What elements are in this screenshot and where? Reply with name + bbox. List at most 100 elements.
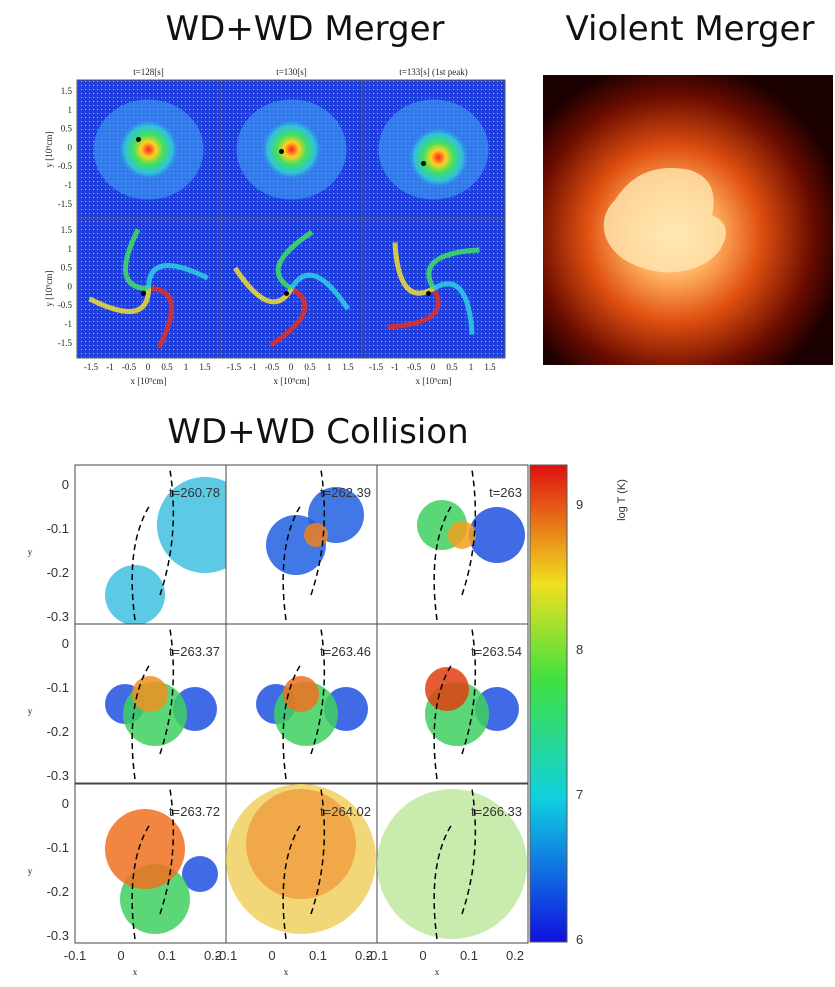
x-tick-label: -0.5 (122, 362, 137, 372)
x-tick-label: 1.5 (484, 362, 496, 372)
y-tick-label: 1.5 (61, 86, 73, 96)
x-axis-label: x (435, 967, 440, 977)
x-tick-label: 1 (469, 362, 474, 372)
panel-label: t=263 (489, 485, 522, 500)
y-tick-label: -1 (65, 319, 73, 329)
merger-title: WD+WD Merger (165, 9, 444, 49)
y-tick-label: 1 (68, 105, 73, 115)
trajectory (131, 663, 151, 780)
colorbar-tick-label: 8 (576, 642, 583, 657)
y-tick-label: -0.2 (47, 884, 69, 899)
y-tick-label: -1 (65, 180, 73, 190)
spiral-arm (426, 247, 480, 290)
panel-label: t=130[s] (276, 67, 307, 77)
spiral-arm (88, 288, 151, 314)
blob (469, 507, 525, 563)
x-axis-label: x (133, 967, 138, 977)
panel-label: t=263.46 (320, 644, 371, 659)
x-tick-label: 0.2 (204, 948, 222, 963)
y-tick-label: -0.5 (58, 161, 73, 171)
star (141, 291, 146, 296)
blob (377, 789, 527, 939)
spiral-arm (387, 287, 441, 330)
x-tick-label: 0 (117, 948, 124, 963)
panel-label: t=262.39 (320, 485, 371, 500)
trajectory (159, 788, 175, 915)
blob (246, 789, 356, 899)
blob (304, 523, 328, 547)
y-tick-label: -0.3 (47, 609, 69, 624)
x-tick-label: -1.5 (84, 362, 99, 372)
x-tick-label: -1.5 (227, 362, 242, 372)
trajectory (461, 628, 477, 755)
x-tick-label: 0.2 (355, 948, 373, 963)
x-tick-label: 0.5 (161, 362, 173, 372)
x-tick-label: 0.5 (446, 362, 458, 372)
y-tick-label: 0.5 (61, 124, 73, 134)
x-tick-label: 0.1 (309, 948, 327, 963)
hot-blob (603, 168, 726, 273)
y-tick-label: -0.3 (47, 928, 69, 943)
spiral-arm (123, 228, 149, 291)
spiral-arm (432, 281, 475, 335)
panel-label: t=263.37 (169, 644, 220, 659)
trajectory (159, 628, 175, 755)
x-tick-label: -0.5 (265, 362, 280, 372)
trajectory (433, 504, 453, 621)
spiral-arm (289, 272, 350, 311)
spiral-arm (146, 263, 209, 289)
y-tick-label: 1.5 (61, 225, 73, 235)
trajectory (433, 823, 453, 940)
x-tick-label: 0.1 (158, 948, 176, 963)
y-axis-label: y (28, 866, 33, 876)
star (279, 149, 284, 154)
x-axis-label: x [10⁹cm] (416, 376, 452, 386)
trajectory (282, 823, 302, 940)
x-tick-label: 0 (419, 948, 426, 963)
colorbar-tick-label: 9 (576, 497, 583, 512)
collision-title: WD+WD Collision (167, 412, 468, 452)
x-tick-label: -0.1 (366, 948, 388, 963)
y-tick-label: 0 (68, 281, 73, 291)
y-tick-label: 0.5 (61, 263, 73, 273)
trajectory (310, 628, 326, 755)
y-tick-label: -1.5 (58, 199, 73, 209)
x-tick-label: -1 (391, 362, 399, 372)
y-tick-label: 0 (62, 477, 69, 492)
x-tick-label: 0 (289, 362, 294, 372)
y-tick-label: -0.1 (47, 680, 69, 695)
y-tick-label: -0.5 (58, 300, 73, 310)
y-tick-label: 1 (68, 244, 73, 254)
blob (448, 521, 476, 549)
x-tick-label: 0.5 (304, 362, 316, 372)
spiral-arm (269, 286, 308, 347)
y-axis-label: y [10⁹cm] (44, 132, 54, 168)
colorbar-tick-label: 6 (576, 932, 583, 947)
core (261, 119, 322, 180)
star (136, 137, 141, 142)
blob (105, 809, 185, 889)
x-axis-label: x (284, 967, 289, 977)
blob (132, 676, 168, 712)
x-axis-label: x [10⁹cm] (274, 376, 310, 386)
trajectory (282, 663, 302, 780)
x-tick-label: -0.5 (407, 362, 422, 372)
panel-label: t=128[s] (133, 67, 164, 77)
panel-label: t=260.78 (169, 485, 220, 500)
colorbar-label: log T (K) (616, 479, 628, 521)
x-tick-label: -1.5 (369, 362, 384, 372)
trajectory (282, 504, 302, 621)
core (118, 119, 179, 180)
blob (283, 676, 319, 712)
x-tick-label: -1 (249, 362, 257, 372)
x-tick-label: 1.5 (199, 362, 211, 372)
star (426, 291, 431, 296)
x-tick-label: 0.2 (506, 948, 524, 963)
x-tick-label: -1 (106, 362, 114, 372)
violent-title: Violent Merger (566, 9, 815, 49)
y-tick-label: -0.1 (47, 521, 69, 536)
trajectory (310, 469, 326, 596)
spiral-arm (148, 286, 174, 349)
x-tick-label: 0.1 (460, 948, 478, 963)
